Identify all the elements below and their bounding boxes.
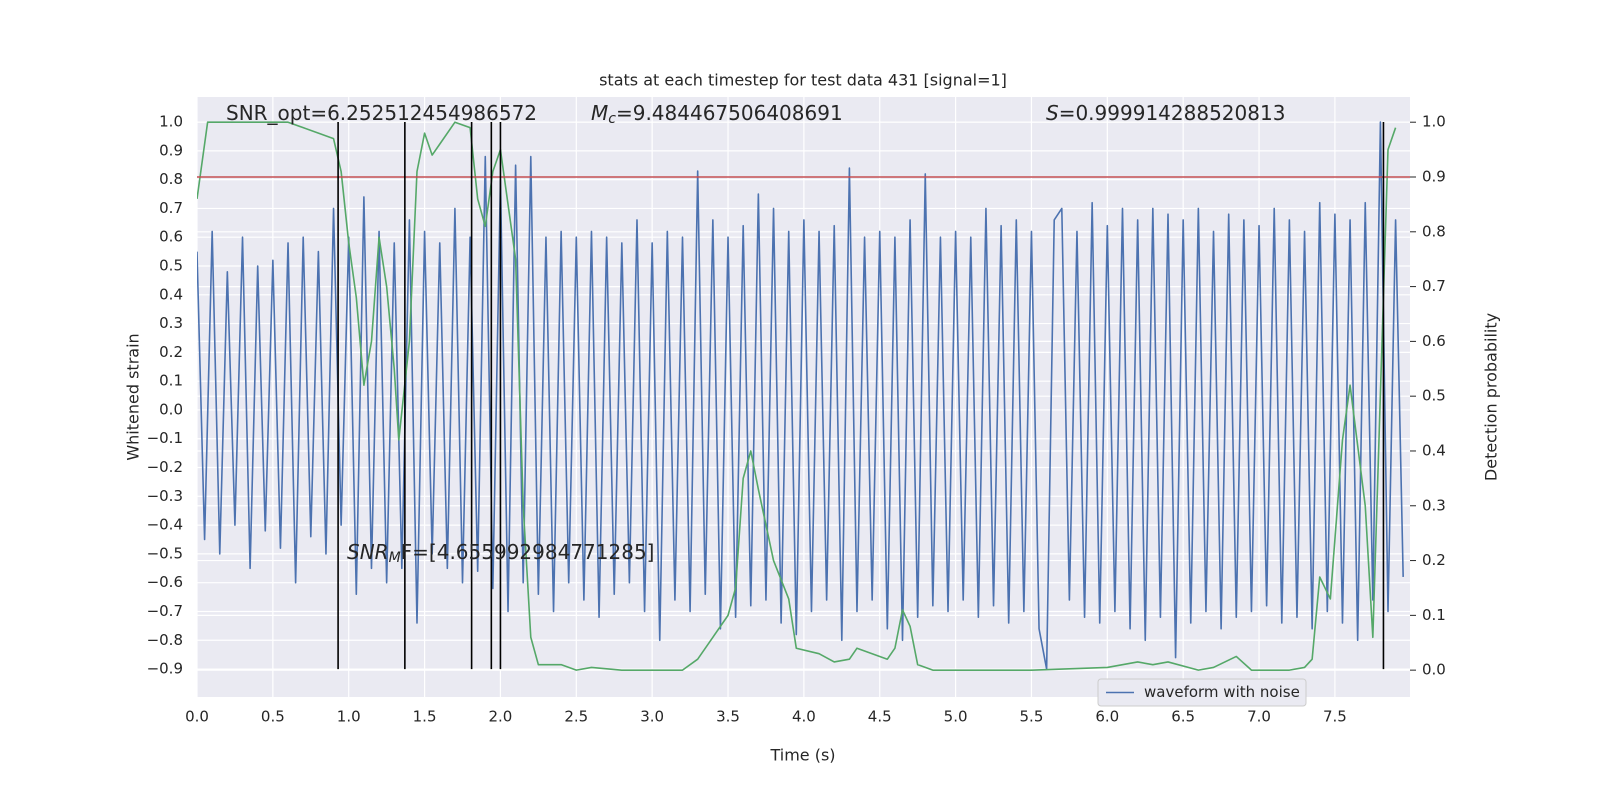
series-line [197,121,1397,671]
y2-tick-label: 0.5 [1422,387,1446,405]
annotation: S=0.999914288520813 [1046,101,1285,125]
x-tick-label: 1.0 [337,708,361,726]
y2-tick-label: 0.2 [1422,551,1446,569]
y-tick-label: 0.7 [159,199,183,217]
x-tick-label: 2.0 [489,708,513,726]
legend-box [1097,678,1307,707]
y-tick-label: 0.8 [159,170,183,188]
y-tick-label: −0.3 [147,487,183,505]
x-tick-label: 5.5 [1020,708,1044,726]
y2-tick-label: 0.3 [1422,496,1446,514]
y-tick-label: 0.5 [159,257,183,275]
y-tick-label: 0.6 [159,228,183,246]
annotation-part: F=[4.655992984771285] [401,540,655,564]
y-tick-label: 0.2 [159,343,183,361]
annotation-part: M [389,550,401,566]
annotation-part: SNR [347,540,389,564]
series-line [197,121,1404,670]
annotation: SNRMF=[4.655992984771285] [347,540,654,567]
x-tick-label: 0.0 [185,708,209,726]
x-tick-label: 7.0 [1247,708,1271,726]
x-axis-label: Time (s) [769,746,835,765]
x-tick-label: 5.0 [944,708,968,726]
y2-tick-label: 0.0 [1422,661,1446,679]
y-tick-label: −0.9 [147,660,183,678]
x-tick-label: 0.5 [261,708,285,726]
chart-title: stats at each timestep for test data 431… [599,71,1007,90]
y-tick-label: −0.1 [147,429,183,447]
x-tick-label: 7.5 [1323,708,1347,726]
x-tick-label: 3.0 [640,708,664,726]
y2-tick-label: 0.6 [1422,332,1446,350]
y2-tick-label: 0.9 [1422,168,1446,186]
y2-tick-label: 0.4 [1422,441,1446,459]
y-tick-label: 0.3 [159,314,183,332]
y2-axis-label: Detection probability [1482,313,1501,481]
annotation: Mc=9.484467506408691 [591,101,843,128]
x-tick-label: 6.0 [1095,708,1119,726]
y2-tick-label: 0.7 [1422,277,1446,295]
y-tick-label: 0.9 [159,141,183,159]
y-tick-label: −0.5 [147,544,183,562]
x-tick-label: 3.5 [716,708,740,726]
y-tick-label: −0.7 [147,602,183,620]
annotation-part: =0.999914288520813 [1059,101,1286,125]
y-tick-label: −0.4 [147,516,183,534]
y-axis-label: Whitened strain [124,333,143,460]
y-tick-label: −0.6 [147,573,183,591]
annotation-part: M [591,101,608,125]
annotation-part: c [608,111,616,127]
annotation-part: =9.484467506408691 [616,101,843,125]
annotation-part: S [1046,101,1059,125]
x-tick-label: 1.5 [413,708,437,726]
y2-tick-label: 1.0 [1422,113,1446,131]
x-tick-label: 2.5 [564,708,588,726]
y2-tick-label: 0.8 [1422,222,1446,240]
x-tick-label: 4.5 [868,708,892,726]
annotation: SNR_opt=6.252512454986572 [226,101,537,125]
y-tick-label: 0.0 [159,400,183,418]
y-tick-label: −0.8 [147,631,183,649]
y-tick-label: 1.0 [159,113,183,131]
y-tick-label: −0.2 [147,458,183,476]
x-tick-label: 4.0 [792,708,816,726]
y-tick-label: 0.4 [159,285,183,303]
legend-label: waveform with noise [1144,683,1300,701]
x-tick-label: 6.5 [1171,708,1195,726]
y-tick-label: 0.1 [159,372,183,390]
annotation-part: SNR_opt=6.252512454986572 [226,101,537,125]
y2-tick-label: 0.1 [1422,606,1446,624]
plot-layer [197,121,1410,671]
